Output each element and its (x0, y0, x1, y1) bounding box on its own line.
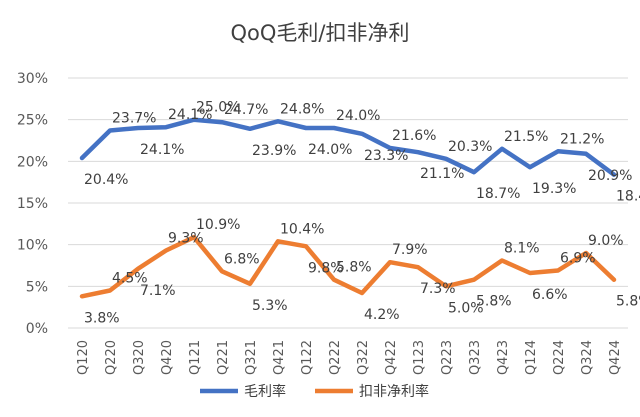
x-tick-label: Q424 (608, 340, 623, 375)
data-label: 23.3% (364, 148, 408, 164)
data-labels: 20.4%23.7%24.1%24.1%25.0%24.7%23.9%24.8%… (84, 100, 640, 327)
x-tick-label: Q223 (440, 340, 455, 375)
y-axis-ticks: 0% 5% 10% 15% 20% 25% 30% (17, 71, 48, 337)
data-label: 18.7% (476, 186, 520, 202)
data-label: 3.8% (84, 310, 120, 326)
data-label: 20.3% (448, 139, 492, 155)
data-label: 20.9% (588, 168, 632, 184)
x-tick-label: Q222 (328, 340, 343, 375)
gridlines (68, 77, 628, 329)
data-label: 9.0% (588, 233, 624, 249)
y-tick-label: 0% (26, 321, 48, 337)
data-label: 25.0% (196, 100, 240, 116)
data-label: 19.3% (532, 181, 576, 197)
data-label: 24.1% (140, 142, 184, 158)
data-label: 4.5% (112, 271, 148, 287)
data-label: 9.8% (308, 260, 344, 276)
data-label: 7.9% (392, 242, 428, 258)
x-tick-label: Q220 (104, 340, 119, 375)
x-tick-label: Q123 (412, 340, 427, 375)
legend-label: 扣非净利率 (359, 383, 429, 400)
x-tick-label: Q320 (132, 340, 147, 375)
x-tick-label: Q422 (384, 340, 399, 375)
data-label: 24.0% (308, 142, 352, 158)
data-label: 23.7% (112, 111, 156, 127)
chart-title: QoQ毛利/扣非净利 (231, 21, 410, 45)
data-label: 5.3% (252, 298, 288, 314)
legend: 毛利率 扣非净利率 (200, 383, 429, 400)
data-label: 10.9% (196, 217, 240, 233)
data-label: 7.1% (140, 283, 176, 299)
x-tick-label: Q420 (160, 340, 175, 375)
x-tick-label: Q224 (552, 340, 567, 375)
data-label: 21.2% (560, 131, 604, 147)
x-tick-label: Q121 (188, 340, 203, 375)
y-tick-label: 5% (26, 279, 48, 295)
data-label: 6.6% (532, 287, 568, 303)
data-label: 5.0% (448, 300, 484, 316)
y-tick-label: 30% (17, 71, 48, 87)
data-label: 24.8% (280, 101, 324, 117)
legend-label: 毛利率 (244, 383, 286, 400)
data-label: 23.9% (252, 143, 296, 159)
y-tick-label: 10% (17, 238, 48, 254)
data-label: 24.7% (224, 102, 268, 118)
data-label: 24.0% (336, 108, 380, 124)
data-label: 6.8% (224, 251, 260, 267)
y-tick-label: 20% (17, 154, 48, 170)
x-tick-label: Q324 (580, 340, 595, 375)
x-axis-ticks: Q120 Q220 Q320 Q420 Q121 Q221 Q321 Q421 Q122 Q222… (76, 340, 623, 375)
data-label: 21.6% (392, 128, 436, 144)
x-tick-label: Q322 (356, 340, 371, 375)
data-label: 5.8% (616, 294, 640, 310)
data-label: 9.3% (168, 231, 204, 247)
data-label: 18.4% (616, 189, 640, 205)
y-tick-label: 25% (17, 113, 48, 129)
x-tick-label: Q423 (496, 340, 511, 375)
data-label: 4.2% (364, 307, 400, 323)
data-label: 5.8% (476, 294, 512, 310)
data-label: 20.4% (84, 172, 128, 188)
x-tick-label: Q221 (216, 340, 231, 375)
data-label: 8.1% (504, 241, 540, 257)
data-label: 21.1% (420, 166, 464, 182)
x-tick-label: Q124 (524, 340, 539, 375)
x-tick-label: Q323 (468, 340, 483, 375)
data-label: 6.9% (560, 251, 596, 267)
data-label: 21.5% (504, 129, 548, 145)
x-tick-label: Q122 (300, 340, 315, 375)
series-lines (79, 117, 617, 299)
series-line-0 (79, 117, 617, 177)
x-tick-label: Q421 (272, 340, 287, 375)
data-label: 10.4% (280, 221, 324, 237)
series-line-1 (79, 234, 617, 299)
data-label: 24.1% (168, 107, 212, 123)
data-label: 7.3% (420, 281, 456, 297)
data-label: 5.8% (336, 260, 372, 276)
x-tick-label: Q321 (244, 340, 259, 375)
x-tick-label: Q120 (76, 340, 91, 375)
y-tick-label: 15% (17, 196, 48, 212)
